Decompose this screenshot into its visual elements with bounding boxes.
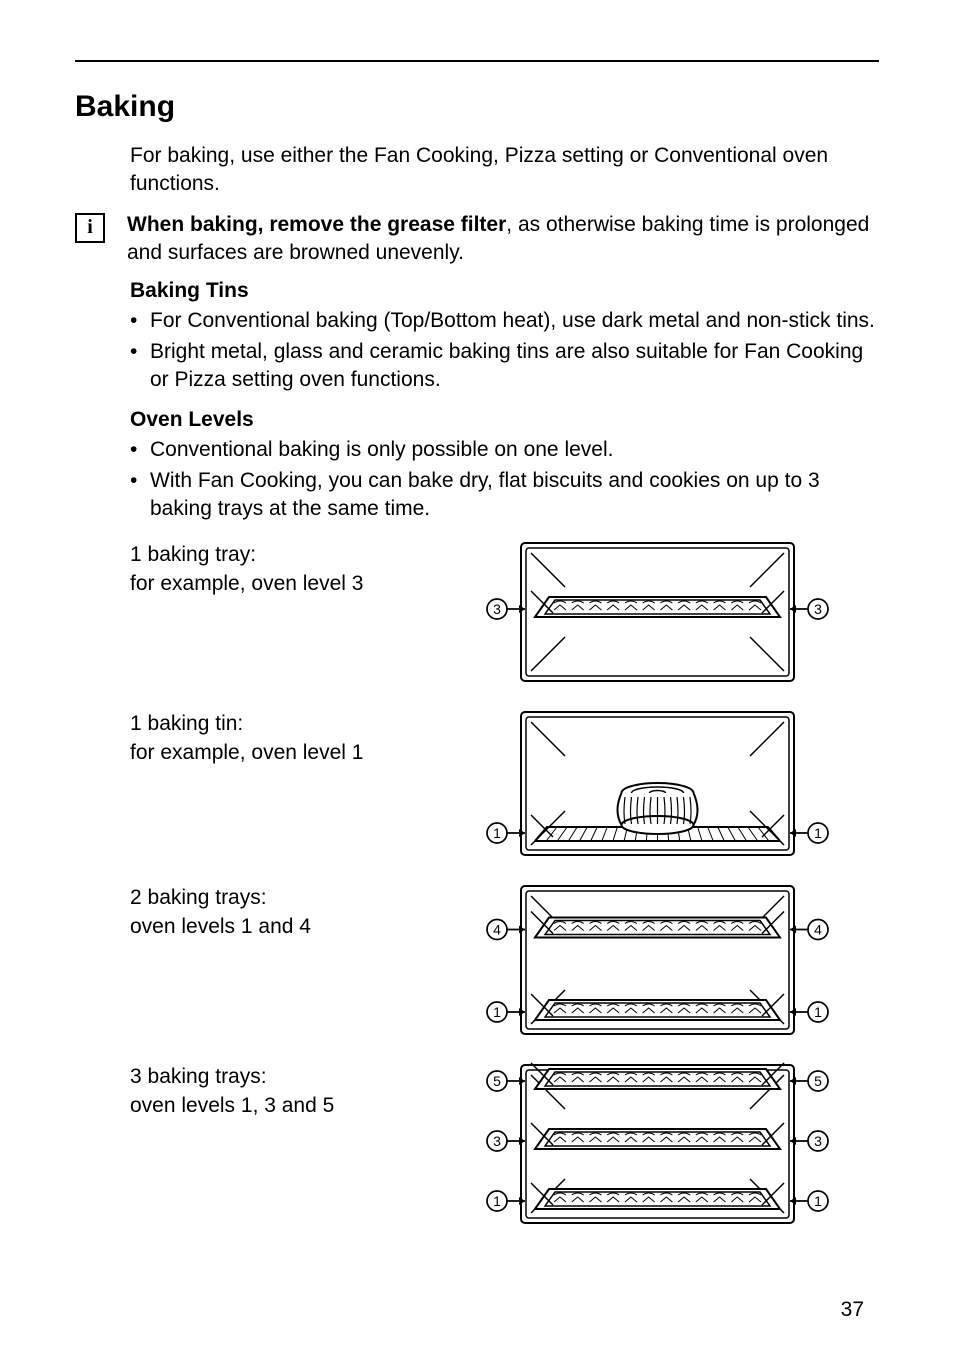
body-block: For baking, use either the Fan Cooking, … <box>130 142 879 199</box>
examples-container: 1 baking tray:for example, oven level 3 … <box>130 537 879 1234</box>
example-line2: for example, oven level 1 <box>130 739 485 767</box>
baking-tins-heading: Baking Tins <box>130 279 879 303</box>
svg-text:3: 3 <box>493 601 501 617</box>
info-bold: When baking, remove the grease filter <box>127 213 506 236</box>
list-item: Conventional baking is only possible on … <box>130 436 879 464</box>
example-text: 3 baking trays:oven levels 1, 3 and 5 <box>130 1059 485 1120</box>
example-text: 1 baking tin:for example, oven level 1 <box>130 706 485 767</box>
example-line2: oven levels 1, 3 and 5 <box>130 1092 485 1120</box>
content-area: Baking For baking, use either the Fan Co… <box>75 62 879 1234</box>
example-line1: 2 baking trays: <box>130 884 485 912</box>
section-heading: Baking <box>75 90 879 124</box>
list-item: With Fan Cooking, you can bake dry, flat… <box>130 467 879 524</box>
oven-diagram: 4 4 1 1 <box>485 880 830 1045</box>
oven-diagram: 33 <box>485 537 830 692</box>
example-text: 2 baking trays:oven levels 1 and 4 <box>130 880 485 941</box>
svg-text:5: 5 <box>493 1073 501 1089</box>
svg-text:1: 1 <box>493 825 501 841</box>
page-border: Baking For baking, use either the Fan Co… <box>75 60 879 1292</box>
svg-text:3: 3 <box>493 1133 501 1149</box>
svg-text:1: 1 <box>493 1004 501 1020</box>
info-note: i When baking, remove the grease filter,… <box>75 211 879 268</box>
example-row: 1 baking tin:for example, oven level 111 <box>130 706 879 866</box>
example-row: 1 baking tray:for example, oven level 3 … <box>130 537 879 692</box>
example-line1: 3 baking trays: <box>130 1063 485 1091</box>
info-icon: i <box>75 213 105 243</box>
svg-text:4: 4 <box>493 922 501 938</box>
example-line2: oven levels 1 and 4 <box>130 913 485 941</box>
svg-text:3: 3 <box>814 601 822 617</box>
example-line1: 1 baking tin: <box>130 710 485 738</box>
list-item: Bright metal, glass and ceramic baking t… <box>130 338 879 395</box>
svg-text:3: 3 <box>814 1133 822 1149</box>
intro-text: For baking, use either the Fan Cooking, … <box>130 142 879 199</box>
example-text: 1 baking tray:for example, oven level 3 <box>130 537 485 598</box>
svg-text:5: 5 <box>814 1073 822 1089</box>
oven-levels-heading: Oven Levels <box>130 408 879 432</box>
oven-levels-list: Conventional baking is only possible on … <box>130 436 879 523</box>
example-line1: 1 baking tray: <box>130 541 485 569</box>
svg-text:1: 1 <box>814 1004 822 1020</box>
example-line2: for example, oven level 3 <box>130 570 485 598</box>
svg-text:1: 1 <box>493 1193 501 1209</box>
oven-diagram: 5 5 3 3 1 1 <box>485 1059 830 1234</box>
oven-diagram: 11 <box>485 706 830 866</box>
baking-tins-list: For Conventional baking (Top/Bottom heat… <box>130 307 879 394</box>
baking-tins-section: Baking Tins For Conventional baking (Top… <box>130 279 879 1234</box>
svg-text:1: 1 <box>814 825 822 841</box>
svg-text:4: 4 <box>814 922 822 938</box>
example-row: 2 baking trays:oven levels 1 and 4 4 4 1 1 <box>130 880 879 1045</box>
svg-text:1: 1 <box>814 1193 822 1209</box>
example-row: 3 baking trays:oven levels 1, 3 and 5 55… <box>130 1059 879 1234</box>
list-item: For Conventional baking (Top/Bottom heat… <box>130 307 879 335</box>
page-number: 37 <box>841 1298 864 1322</box>
info-text: When baking, remove the grease filter, a… <box>127 211 879 268</box>
